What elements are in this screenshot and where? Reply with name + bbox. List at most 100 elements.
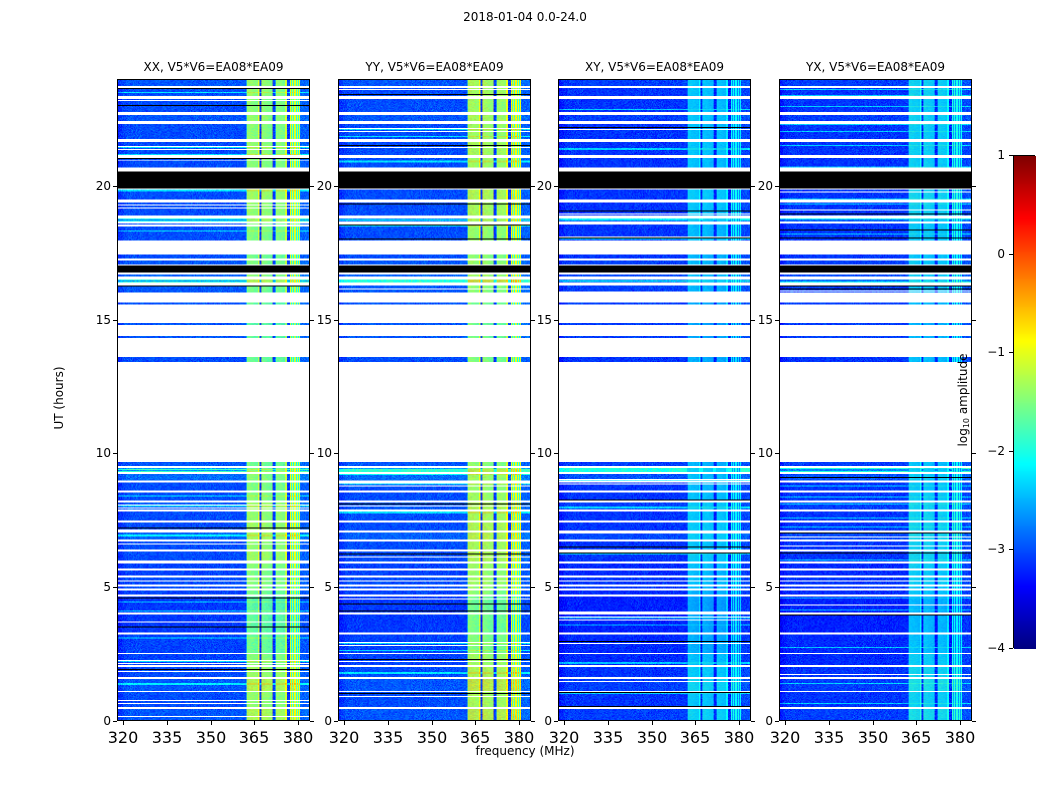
- y-tickmark: [531, 587, 535, 588]
- colorbar-tickmark: [1009, 648, 1013, 649]
- y-tickmark: [972, 587, 976, 588]
- y-tickmark: [751, 320, 755, 321]
- x-tick-label: 380: [944, 728, 976, 747]
- y-tickmark: [310, 186, 314, 187]
- y-tick-label: 20: [536, 179, 552, 193]
- figure-suptitle: 2018-01-04 0.0-24.0: [463, 10, 587, 24]
- y-tickmark: [751, 453, 755, 454]
- x-tickmark: [695, 721, 696, 725]
- x-tick-label: 350: [636, 728, 668, 747]
- x-tick-label: 320: [328, 728, 360, 747]
- waterfall-image-yx: [780, 80, 971, 720]
- waterfall-panel-yy[interactable]: YY, V5*V6=EA08*EA09: [338, 60, 531, 721]
- y-tickmark: [554, 320, 558, 321]
- y-tick-label: 0: [544, 714, 552, 728]
- waterfall-panel-yx[interactable]: YX, V5*V6=EA08*EA09: [779, 60, 972, 721]
- waterfall-image-xy: [559, 80, 750, 720]
- x-tickmark: [873, 721, 874, 725]
- colorbar-tick-label: −3: [987, 542, 1005, 556]
- x-tick-label: 335: [372, 728, 404, 747]
- x-tickmark: [960, 721, 961, 725]
- y-tickmark: [775, 587, 779, 588]
- y-tick-label: 15: [536, 313, 552, 327]
- y-tickmark: [751, 587, 755, 588]
- waterfall-panel-xx[interactable]: XX, V5*V6=EA08*EA09: [117, 60, 310, 721]
- y-tick-label: 10: [536, 446, 552, 460]
- y-tickmark: [972, 320, 976, 321]
- x-tick-label: 350: [195, 728, 227, 747]
- x-tickmark: [829, 721, 830, 725]
- y-tick-label: 20: [757, 179, 773, 193]
- y-tick-label: 5: [544, 580, 552, 594]
- y-tickmark: [334, 186, 338, 187]
- panel-title-yy: YY, V5*V6=EA08*EA09: [365, 60, 504, 74]
- y-tickmark: [113, 721, 117, 722]
- y-tickmark: [751, 186, 755, 187]
- x-tick-label: 365: [238, 728, 270, 747]
- x-tickmark: [519, 721, 520, 725]
- y-tickmark: [751, 721, 755, 722]
- waterfall-image-yy: [339, 80, 530, 720]
- y-tickmark: [531, 453, 535, 454]
- y-tick-label: 15: [757, 313, 773, 327]
- y-tickmark: [310, 453, 314, 454]
- y-tickmark: [113, 587, 117, 588]
- x-axis-label: frequency (MHz): [475, 744, 575, 758]
- y-tickmark: [554, 186, 558, 187]
- x-tickmark: [211, 721, 212, 725]
- y-tick-label: 0: [103, 714, 111, 728]
- y-tickmark: [972, 721, 976, 722]
- colorbar-tick-label: 1: [997, 148, 1005, 162]
- x-tickmark: [344, 721, 345, 725]
- x-tick-label: 335: [592, 728, 624, 747]
- panel-title-xx: XX, V5*V6=EA08*EA09: [143, 60, 284, 74]
- x-tickmark: [475, 721, 476, 725]
- y-tickmark: [334, 453, 338, 454]
- x-tickmark: [608, 721, 609, 725]
- x-tickmark: [432, 721, 433, 725]
- y-tick-label: 0: [324, 714, 332, 728]
- x-tickmark: [785, 721, 786, 725]
- y-tick-label: 20: [95, 179, 111, 193]
- y-tickmark: [113, 320, 117, 321]
- x-tick-label: 365: [900, 728, 932, 747]
- y-tickmark: [775, 721, 779, 722]
- x-tick-label: 320: [548, 728, 580, 747]
- y-tickmark: [531, 186, 535, 187]
- y-tickmark: [554, 721, 558, 722]
- y-tickmark: [554, 587, 558, 588]
- x-tick-label: 380: [723, 728, 755, 747]
- y-tick-label: 20: [316, 179, 332, 193]
- y-tickmark: [334, 320, 338, 321]
- x-tick-label: 365: [459, 728, 491, 747]
- x-tickmark: [652, 721, 653, 725]
- x-tickmark: [123, 721, 124, 725]
- x-tickmark: [564, 721, 565, 725]
- y-tickmark: [775, 186, 779, 187]
- x-tick-label: 335: [813, 728, 845, 747]
- y-tickmark: [310, 587, 314, 588]
- y-tick-label: 15: [95, 313, 111, 327]
- panel-title-xy: XY, V5*V6=EA08*EA09: [584, 60, 725, 74]
- y-tickmark: [113, 186, 117, 187]
- colorbar-tick-label: −2: [987, 444, 1005, 458]
- colorbar-gradient[interactable]: [1013, 155, 1036, 649]
- x-tickmark: [298, 721, 299, 725]
- y-tickmark: [972, 453, 976, 454]
- y-tickmark: [334, 587, 338, 588]
- y-tick-label: 5: [765, 580, 773, 594]
- y-tickmark: [554, 453, 558, 454]
- y-tick-label: 10: [95, 446, 111, 460]
- y-tickmark: [775, 453, 779, 454]
- y-tickmark: [113, 453, 117, 454]
- colorbar-image: [1014, 156, 1036, 649]
- y-tickmark: [972, 186, 976, 187]
- colorbar-tick-label: −4: [987, 641, 1005, 655]
- x-tick-label: 365: [679, 728, 711, 747]
- x-tickmark: [388, 721, 389, 725]
- y-tickmark: [775, 320, 779, 321]
- x-tickmark: [739, 721, 740, 725]
- waterfall-panel-xy[interactable]: XY, V5*V6=EA08*EA09: [558, 60, 751, 721]
- x-tickmark: [167, 721, 168, 725]
